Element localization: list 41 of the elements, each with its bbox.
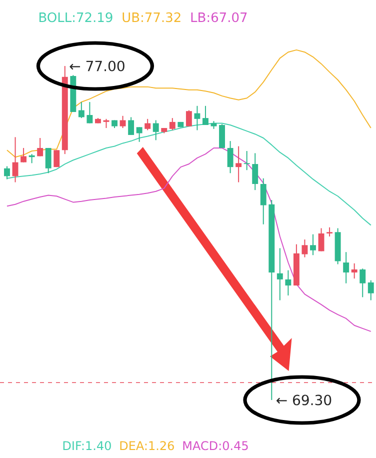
candlestick [351, 262, 358, 280]
text: DEA:1.26 [120, 441, 174, 450]
text: LB:67.07 [191, 12, 247, 22]
candlestick [236, 146, 242, 183]
candlestick [169, 118, 176, 131]
candlestick [128, 116, 134, 136]
candlestick [202, 105, 208, 126]
candlestick [45, 147, 52, 174]
text: MACD:0.45 [183, 441, 248, 450]
candlestick [152, 120, 159, 141]
candlestick [120, 115, 126, 129]
text: UB:77.32 [122, 12, 180, 22]
candlestick [276, 248, 283, 301]
candlestick [219, 124, 225, 148]
candlestick [227, 140, 234, 174]
candlestick [186, 110, 192, 127]
candlestick [78, 101, 84, 119]
candlestick [86, 101, 93, 124]
text: BOLL:72.19 [39, 12, 112, 22]
candlestick [54, 150, 60, 168]
candlestick [12, 136, 18, 183]
candlestick [326, 226, 333, 237]
candlestick [20, 147, 27, 163]
candlestick [144, 118, 151, 131]
candlestick [4, 166, 10, 180]
candlestick [343, 252, 350, 284]
candlestick [194, 105, 200, 131]
annotation: ← 69.30 [276, 394, 332, 406]
candlestick [318, 228, 324, 252]
candlestick [310, 234, 316, 256]
candlestick [37, 138, 44, 157]
annotation: ← 77.00 [70, 60, 124, 72]
text: DIF:1.40 [63, 441, 111, 450]
candlestick [244, 150, 250, 171]
candlestick [368, 280, 374, 301]
candlestick [260, 178, 266, 225]
candlestick [252, 152, 258, 191]
candlestick [360, 268, 366, 298]
candlestick [302, 239, 308, 258]
candlestick [285, 270, 292, 296]
candlestick [136, 126, 142, 142]
